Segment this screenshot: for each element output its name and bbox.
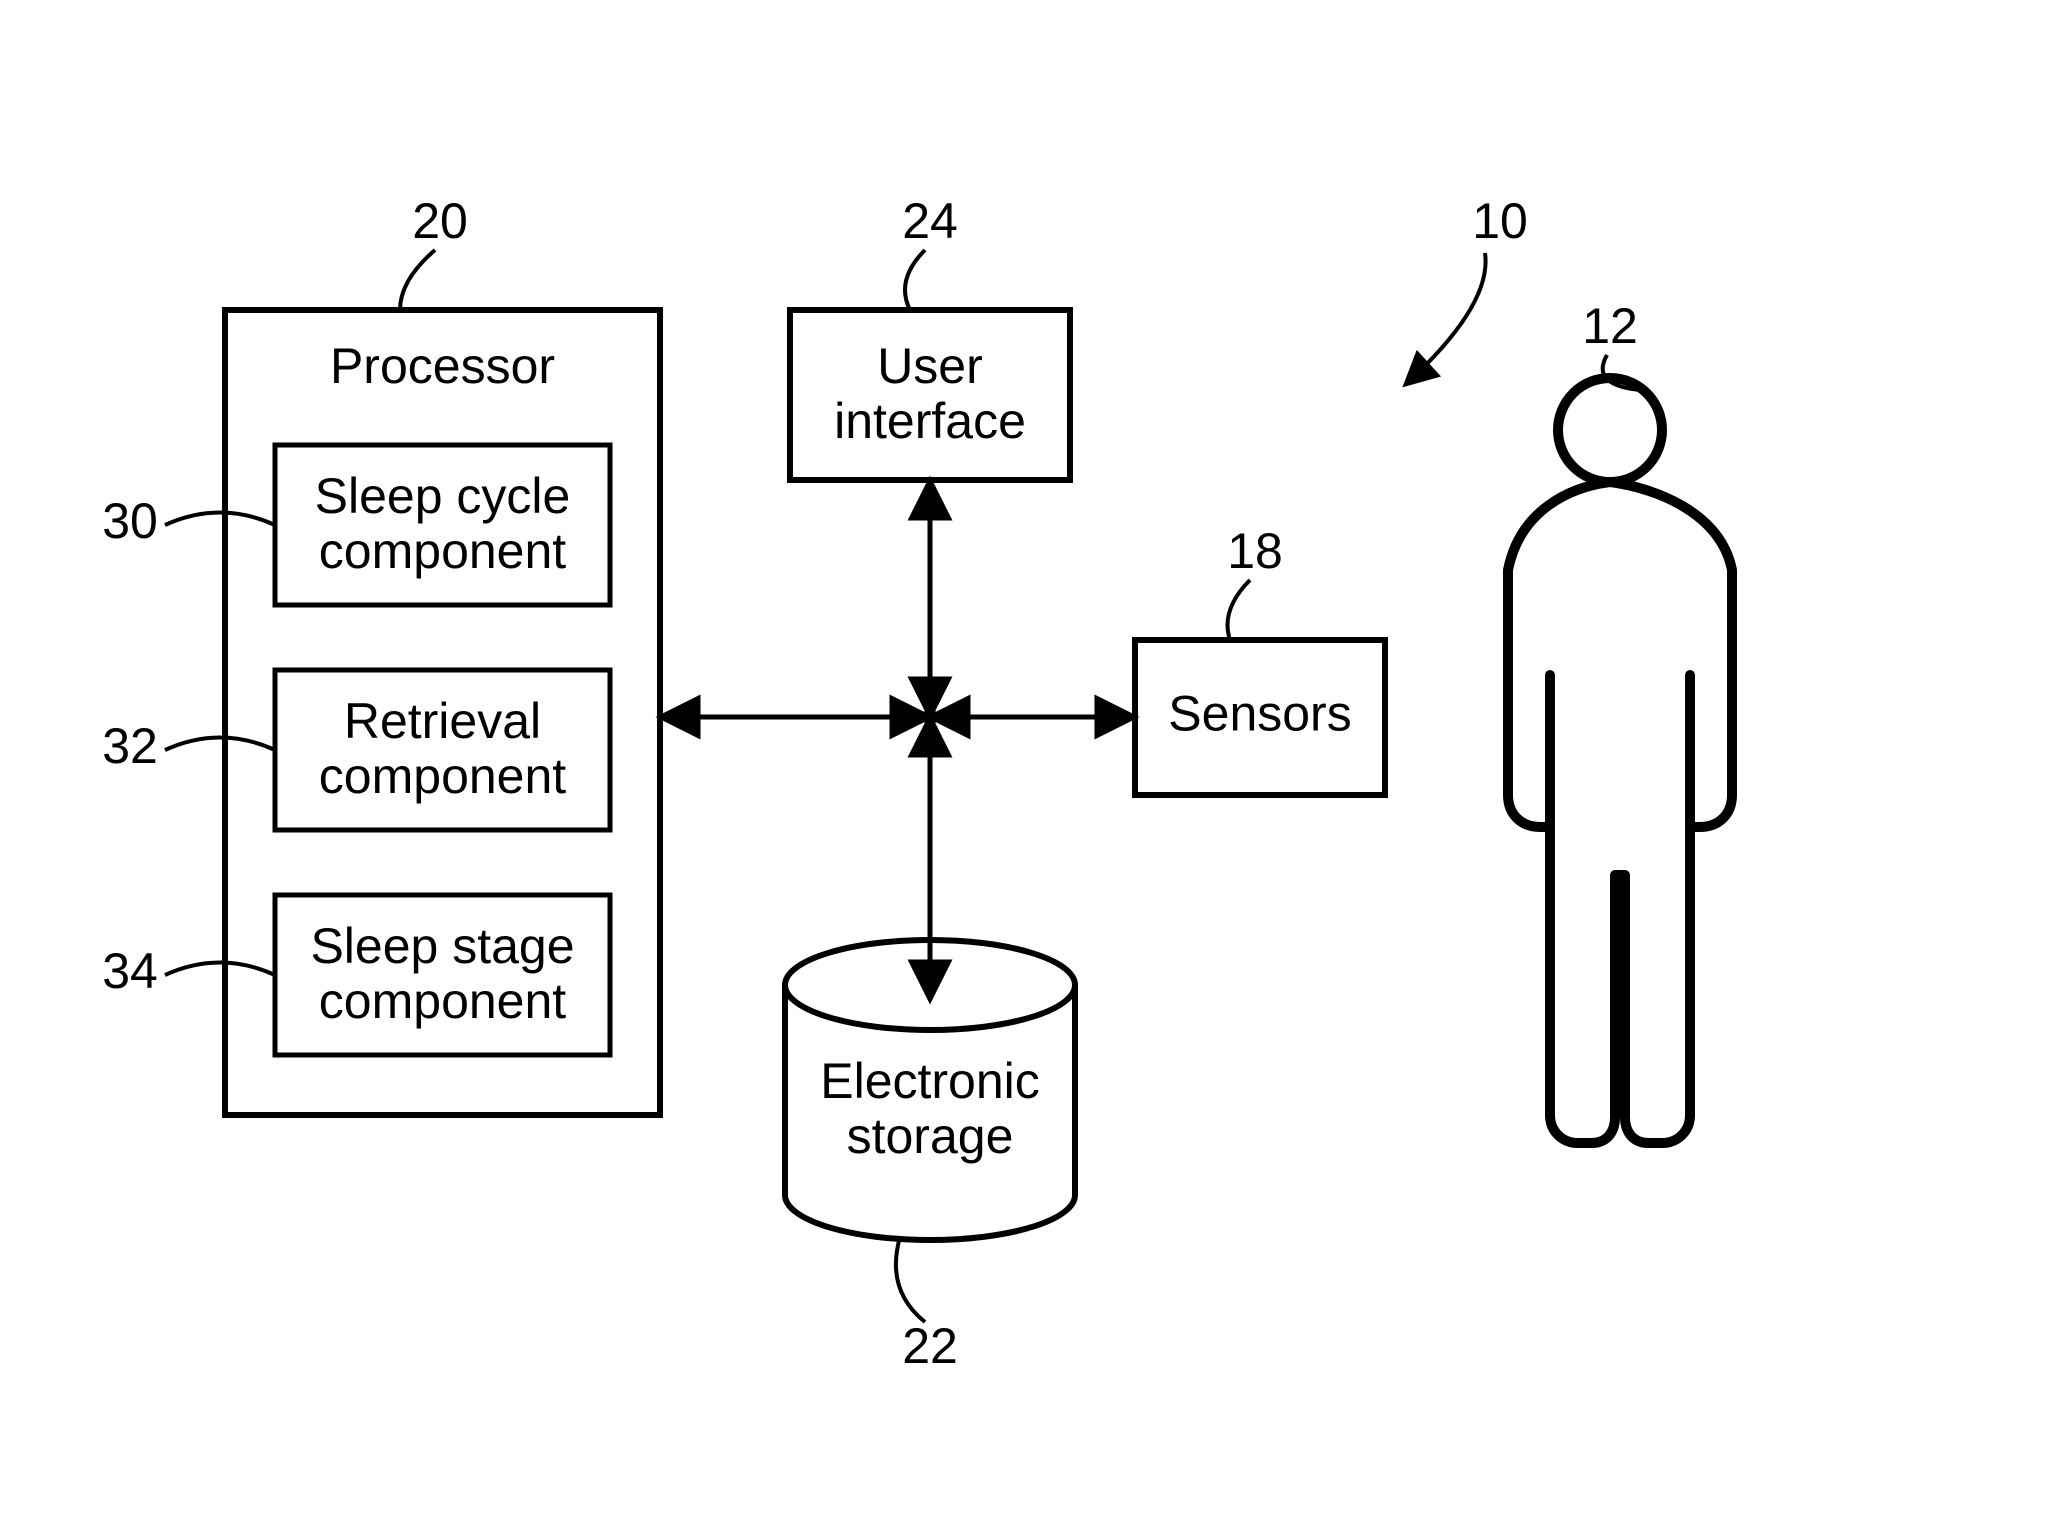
comp2-line1: Retrieval [344,693,541,749]
lead-line [896,1237,925,1322]
comp3-line1: Sleep stage [310,918,574,974]
ref-32: 32 [102,718,158,774]
comp2-line2: component [319,748,566,804]
lead-line [905,250,925,310]
comp1-line2: component [319,523,566,579]
ui-line1: User [877,338,983,394]
storage-line1: Electronic [820,1053,1040,1109]
ref-22: 22 [902,1318,958,1374]
ref-10: 10 [1472,193,1528,249]
storage-line2: storage [847,1108,1014,1164]
ref-12: 12 [1582,298,1638,354]
comp1-line1: Sleep cycle [315,468,571,524]
lead-line [1228,580,1251,640]
ref-30: 30 [102,493,158,549]
ref-24: 24 [902,193,958,249]
ref-18: 18 [1227,523,1283,579]
ref-34: 34 [102,943,158,999]
lead-line [400,250,435,310]
person-icon [1508,378,1732,1143]
sensors-label: Sensors [1168,686,1351,742]
ref-10-arrow [1405,253,1486,385]
comp3-line2: component [319,973,566,1029]
processor-title: Processor [330,338,555,394]
ref-20: 20 [412,193,468,249]
ui-line2: interface [834,393,1026,449]
